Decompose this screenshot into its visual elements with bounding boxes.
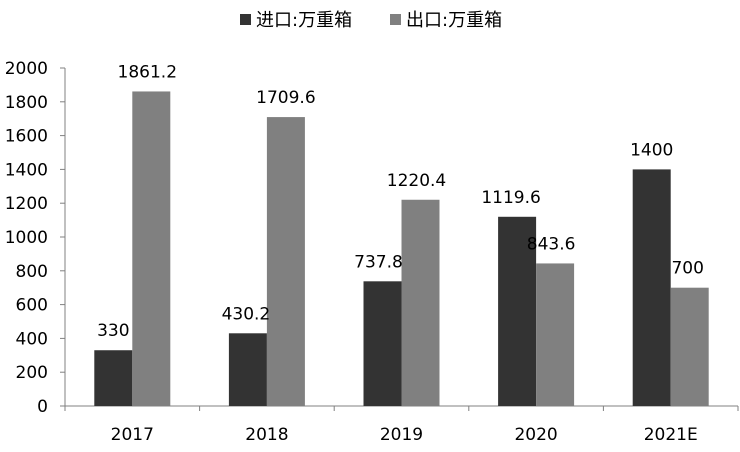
import-value-label-2021E: 1400: [630, 140, 673, 160]
export-bar-2017: [132, 91, 171, 406]
import-value-label-2019: 737.8: [354, 252, 403, 272]
import-bar-2017: [94, 350, 133, 406]
bars: [94, 91, 709, 406]
import-value-label-2018: 430.2: [222, 304, 271, 324]
import-bar-2020: [498, 216, 537, 406]
import-bar-2018: [228, 333, 267, 406]
y-tick-label: 1200: [5, 194, 48, 214]
y-tick-label: 1800: [5, 93, 48, 113]
legend: 进口:万重箱 出口:万重箱: [240, 10, 502, 31]
export-bar-2021E: [670, 287, 709, 406]
export-bar-2020: [536, 263, 575, 406]
x-tick-label: 2018: [245, 425, 288, 445]
export-value-label-2021E: 700: [671, 259, 703, 279]
y-tick-label: 600: [16, 296, 48, 316]
export-bar-2018: [266, 117, 305, 406]
export-value-label-2018: 1709.6: [256, 88, 315, 108]
import-value-label-2020: 1119.6: [481, 188, 540, 208]
y-tick-label: 1600: [5, 127, 48, 147]
import-bar-2019: [363, 281, 402, 406]
y-tick-label: 1000: [5, 228, 48, 248]
x-tick-label: 2021E: [644, 425, 698, 445]
legend-label-export: 出口:万重箱: [406, 10, 502, 31]
x-tick-label: 2020: [514, 425, 557, 445]
export-value-label-2020: 843.6: [527, 234, 576, 254]
x-tick-label: 2019: [380, 425, 423, 445]
x-tick-label: 2017: [111, 425, 154, 445]
export-bar-2019: [401, 199, 440, 406]
y-tick-label: 400: [16, 329, 48, 349]
export-value-label-2019: 1220.4: [387, 171, 446, 191]
axes: 0 200 400 600 800 1000 1200 1400 1600 1800 2000 201…: [5, 59, 739, 445]
y-tick-label: 0: [37, 397, 48, 417]
y-tick-label: 1400: [5, 160, 48, 180]
legend-swatch-import: [240, 14, 251, 25]
legend-swatch-export: [390, 14, 401, 25]
import-value-label-2017: 330: [97, 321, 129, 341]
export-value-label-2017: 1861.2: [118, 62, 177, 82]
y-tick-label: 200: [16, 363, 48, 383]
legend-label-import: 进口:万重箱: [256, 10, 352, 31]
data-labels: 330 1861.2 430.2 1709.6 737.8 1220.4 1119.6 843…: [97, 62, 704, 341]
import-bar-2021E: [632, 169, 671, 406]
y-tick-label: 800: [16, 262, 48, 282]
y-tick-label: 2000: [5, 59, 48, 79]
